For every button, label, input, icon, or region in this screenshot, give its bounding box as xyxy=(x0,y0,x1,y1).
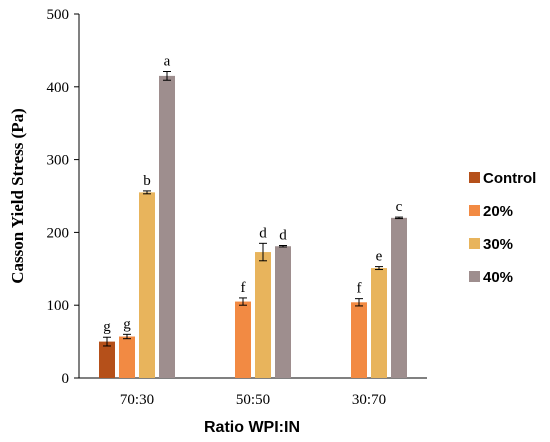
legend: Control 20% 30% 40% xyxy=(469,170,536,286)
significance-letter: e xyxy=(376,249,383,265)
x-axis: 70:30 50:50 30:70 xyxy=(79,377,427,408)
significance-letter: f xyxy=(357,281,362,297)
bar xyxy=(351,302,367,378)
significance-letter: b xyxy=(143,173,151,189)
significance-letter: c xyxy=(396,199,403,215)
bar xyxy=(139,192,155,378)
significance-letter: f xyxy=(241,280,246,296)
y-tick-label: 500 xyxy=(47,7,70,23)
bar xyxy=(99,341,115,378)
x-tick-label: 70:30 xyxy=(120,392,154,408)
legend-label: 40% xyxy=(483,269,513,286)
legend-label: 20% xyxy=(483,203,513,220)
y-axis-label: Casson Yield Stress (Pa) xyxy=(8,108,27,284)
x-axis-label: Ratio WPI:IN xyxy=(204,419,300,436)
bar xyxy=(371,268,387,378)
x-tick-label: 30:70 xyxy=(352,392,386,408)
y-tick-label: 400 xyxy=(47,80,70,96)
legend-swatch xyxy=(469,271,480,282)
bar xyxy=(275,246,291,378)
y-axis: 0 100 200 300 400 500 xyxy=(47,7,80,387)
bar xyxy=(391,217,407,378)
y-tick-label: 200 xyxy=(47,225,70,241)
legend-swatch xyxy=(469,238,480,249)
significance-letter: d xyxy=(259,225,267,241)
bar xyxy=(235,301,251,378)
significance-letter: d xyxy=(279,228,287,244)
y-tick-label: 100 xyxy=(47,298,70,314)
x-tick-label: 50:50 xyxy=(236,392,270,408)
legend-label: 30% xyxy=(483,236,513,253)
bar xyxy=(255,252,271,378)
bar xyxy=(119,336,135,378)
significance-letter: a xyxy=(164,54,171,70)
y-tick-label: 300 xyxy=(47,153,70,169)
legend-swatch xyxy=(469,205,480,216)
y-tick-label: 0 xyxy=(62,371,70,387)
significance-letter: g xyxy=(103,319,111,335)
legend-swatch xyxy=(469,172,480,183)
bar xyxy=(159,75,175,378)
significance-letter: g xyxy=(123,316,131,332)
legend-label: Control xyxy=(483,170,536,187)
